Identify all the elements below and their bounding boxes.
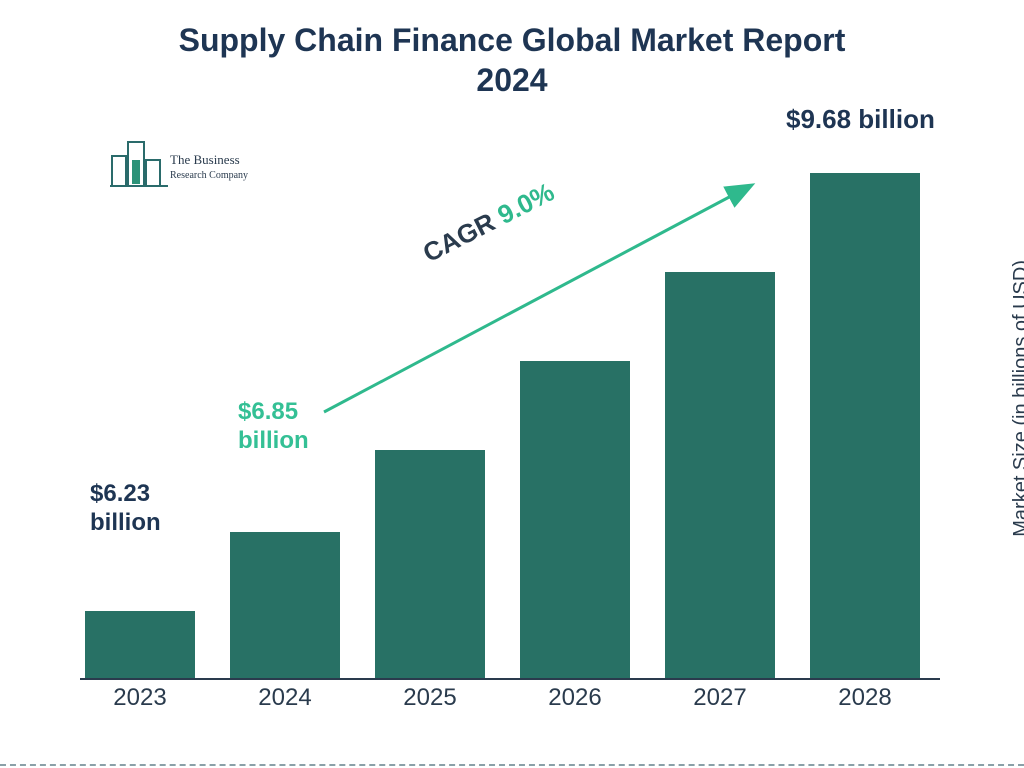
x-axis-label: 2027 [665, 684, 775, 712]
cagr-annotation: CAGR 9.0% [320, 180, 800, 380]
x-axis-label: 2026 [520, 684, 630, 712]
value-label: $6.85 billion [238, 398, 309, 456]
bar [85, 611, 195, 678]
bar [230, 532, 340, 678]
value-label: $6.23 billion [90, 480, 161, 538]
x-axis-label: 2028 [810, 684, 920, 712]
x-axis-label: 2023 [85, 684, 195, 712]
footer-divider [0, 764, 1024, 766]
bar [810, 173, 920, 678]
value-label: $9.68 billion [786, 104, 935, 135]
chart-title: Supply Chain Finance Global Market Repor… [0, 20, 1024, 100]
bar [375, 450, 485, 678]
y-axis-title: Market Size (in billions of USD) [1010, 260, 1024, 537]
x-axis-label: 2025 [375, 684, 485, 712]
x-axis-label: 2024 [230, 684, 340, 712]
cagr-arrow-icon [320, 180, 800, 440]
x-axis-labels: 2023 2024 2025 2026 2027 2028 [80, 684, 940, 724]
x-axis-line [80, 678, 940, 680]
